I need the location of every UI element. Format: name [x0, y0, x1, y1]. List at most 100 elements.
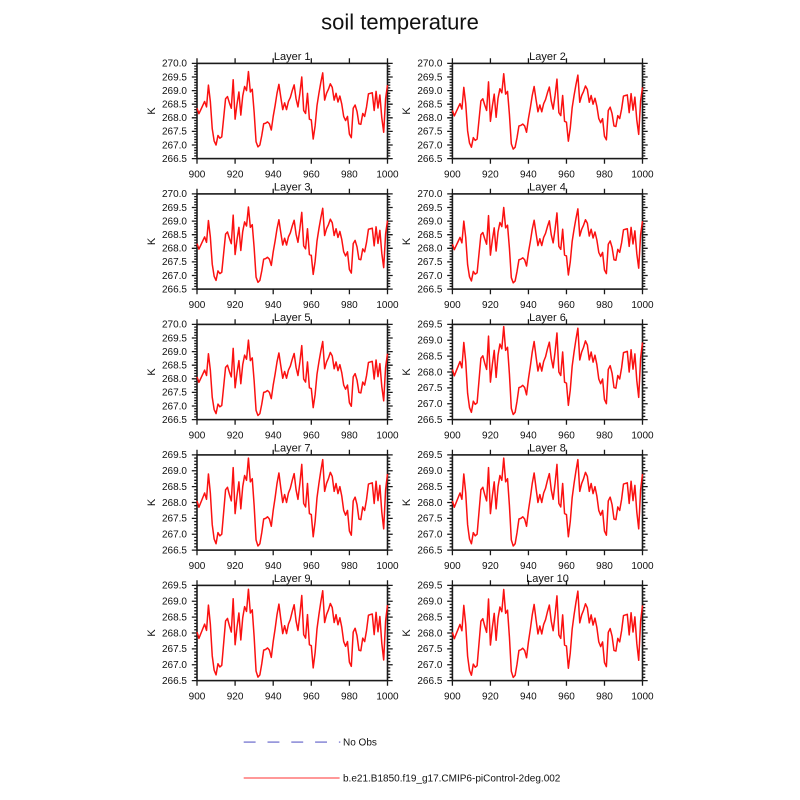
- svg-text:Layer 10: Layer 10: [526, 573, 569, 585]
- svg-text:270.0: 270.0: [417, 59, 442, 70]
- svg-text:267.0: 267.0: [162, 401, 187, 412]
- svg-text:980: 980: [596, 561, 613, 572]
- svg-text:960: 960: [558, 561, 575, 572]
- svg-text:266.5: 266.5: [162, 154, 187, 165]
- svg-text:900: 900: [444, 300, 461, 311]
- svg-text:268.5: 268.5: [417, 230, 442, 241]
- svg-text:b.e21.B1850.f19_g17.CMIP6-piCo: b.e21.B1850.f19_g17.CMIP6-piControl-2deg…: [343, 773, 561, 784]
- svg-text:268.0: 268.0: [162, 374, 187, 385]
- svg-text:268.0: 268.0: [162, 628, 187, 639]
- svg-text:1000: 1000: [376, 561, 399, 572]
- svg-text:960: 960: [558, 431, 575, 442]
- svg-text:268.5: 268.5: [417, 482, 442, 493]
- svg-text:269.0: 269.0: [417, 86, 442, 97]
- svg-text:900: 900: [444, 431, 461, 442]
- svg-text:soil temperature: soil temperature: [321, 9, 479, 34]
- svg-text:268.5: 268.5: [162, 482, 187, 493]
- svg-text:Layer 3: Layer 3: [274, 181, 311, 193]
- svg-text:940: 940: [520, 170, 537, 181]
- svg-text:267.0: 267.0: [162, 660, 187, 671]
- svg-text:268.0: 268.0: [162, 244, 187, 255]
- svg-text:268.0: 268.0: [417, 367, 442, 378]
- svg-text:960: 960: [558, 170, 575, 181]
- svg-text:K: K: [146, 629, 158, 637]
- svg-text:269.0: 269.0: [162, 86, 187, 97]
- svg-text:900: 900: [189, 300, 206, 311]
- svg-text:900: 900: [189, 431, 206, 442]
- svg-text:268.5: 268.5: [417, 100, 442, 111]
- svg-text:266.5: 266.5: [162, 415, 187, 426]
- svg-text:270.0: 270.0: [162, 59, 187, 70]
- svg-text:940: 940: [520, 561, 537, 572]
- svg-text:267.5: 267.5: [417, 383, 442, 394]
- svg-text:270.0: 270.0: [162, 320, 187, 331]
- svg-text:920: 920: [227, 300, 244, 311]
- svg-text:940: 940: [520, 692, 537, 703]
- svg-text:980: 980: [341, 692, 358, 703]
- svg-text:268.5: 268.5: [417, 351, 442, 362]
- svg-text:268.0: 268.0: [162, 498, 187, 509]
- svg-text:920: 920: [227, 692, 244, 703]
- svg-text:940: 940: [265, 692, 282, 703]
- svg-text:900: 900: [444, 561, 461, 572]
- svg-text:268.5: 268.5: [162, 230, 187, 241]
- svg-text:269.0: 269.0: [417, 597, 442, 608]
- svg-text:267.5: 267.5: [417, 644, 442, 655]
- svg-text:266.5: 266.5: [417, 676, 442, 687]
- svg-text:267.0: 267.0: [162, 140, 187, 151]
- svg-text:Layer 9: Layer 9: [274, 573, 311, 585]
- svg-text:269.0: 269.0: [162, 347, 187, 358]
- svg-text:269.0: 269.0: [162, 597, 187, 608]
- svg-text:268.5: 268.5: [417, 612, 442, 623]
- svg-text:920: 920: [482, 692, 499, 703]
- svg-text:980: 980: [596, 692, 613, 703]
- svg-text:267.0: 267.0: [417, 530, 442, 541]
- svg-text:920: 920: [227, 561, 244, 572]
- svg-text:900: 900: [189, 561, 206, 572]
- svg-text:960: 960: [303, 431, 320, 442]
- svg-text:920: 920: [482, 431, 499, 442]
- svg-text:268.0: 268.0: [417, 628, 442, 639]
- svg-text:Layer 5: Layer 5: [274, 312, 311, 324]
- svg-text:268.5: 268.5: [162, 612, 187, 623]
- svg-text:267.5: 267.5: [417, 514, 442, 525]
- svg-text:269.0: 269.0: [417, 216, 442, 227]
- svg-text:266.5: 266.5: [162, 284, 187, 295]
- svg-text:980: 980: [341, 561, 358, 572]
- svg-text:980: 980: [341, 170, 358, 181]
- svg-text:No Obs: No Obs: [343, 738, 377, 749]
- svg-text:269.5: 269.5: [162, 203, 187, 214]
- svg-text:960: 960: [303, 170, 320, 181]
- svg-text:940: 940: [520, 300, 537, 311]
- svg-text:268.0: 268.0: [417, 113, 442, 124]
- svg-text:Layer 2: Layer 2: [529, 51, 566, 63]
- svg-text:267.0: 267.0: [417, 660, 442, 671]
- svg-text:940: 940: [265, 170, 282, 181]
- svg-text:269.5: 269.5: [417, 203, 442, 214]
- svg-text:267.5: 267.5: [162, 127, 187, 138]
- svg-text:1000: 1000: [631, 692, 654, 703]
- svg-text:Layer 8: Layer 8: [529, 442, 566, 454]
- svg-text:269.5: 269.5: [162, 72, 187, 83]
- svg-text:K: K: [146, 368, 158, 376]
- svg-text:920: 920: [482, 170, 499, 181]
- svg-text:266.5: 266.5: [417, 154, 442, 165]
- svg-text:267.0: 267.0: [417, 399, 442, 410]
- svg-text:920: 920: [482, 300, 499, 311]
- svg-text:K: K: [401, 368, 413, 376]
- svg-text:269.0: 269.0: [162, 466, 187, 477]
- svg-text:266.5: 266.5: [417, 415, 442, 426]
- svg-text:267.0: 267.0: [162, 530, 187, 541]
- svg-text:1000: 1000: [376, 692, 399, 703]
- svg-text:K: K: [401, 629, 413, 637]
- svg-text:K: K: [401, 237, 413, 245]
- svg-text:269.5: 269.5: [417, 581, 442, 592]
- svg-text:900: 900: [189, 692, 206, 703]
- svg-text:Layer 6: Layer 6: [529, 312, 566, 324]
- svg-text:266.5: 266.5: [417, 284, 442, 295]
- svg-text:270.0: 270.0: [162, 189, 187, 200]
- svg-text:K: K: [146, 107, 158, 115]
- svg-text:268.5: 268.5: [162, 361, 187, 372]
- svg-text:980: 980: [596, 300, 613, 311]
- svg-text:268.0: 268.0: [417, 244, 442, 255]
